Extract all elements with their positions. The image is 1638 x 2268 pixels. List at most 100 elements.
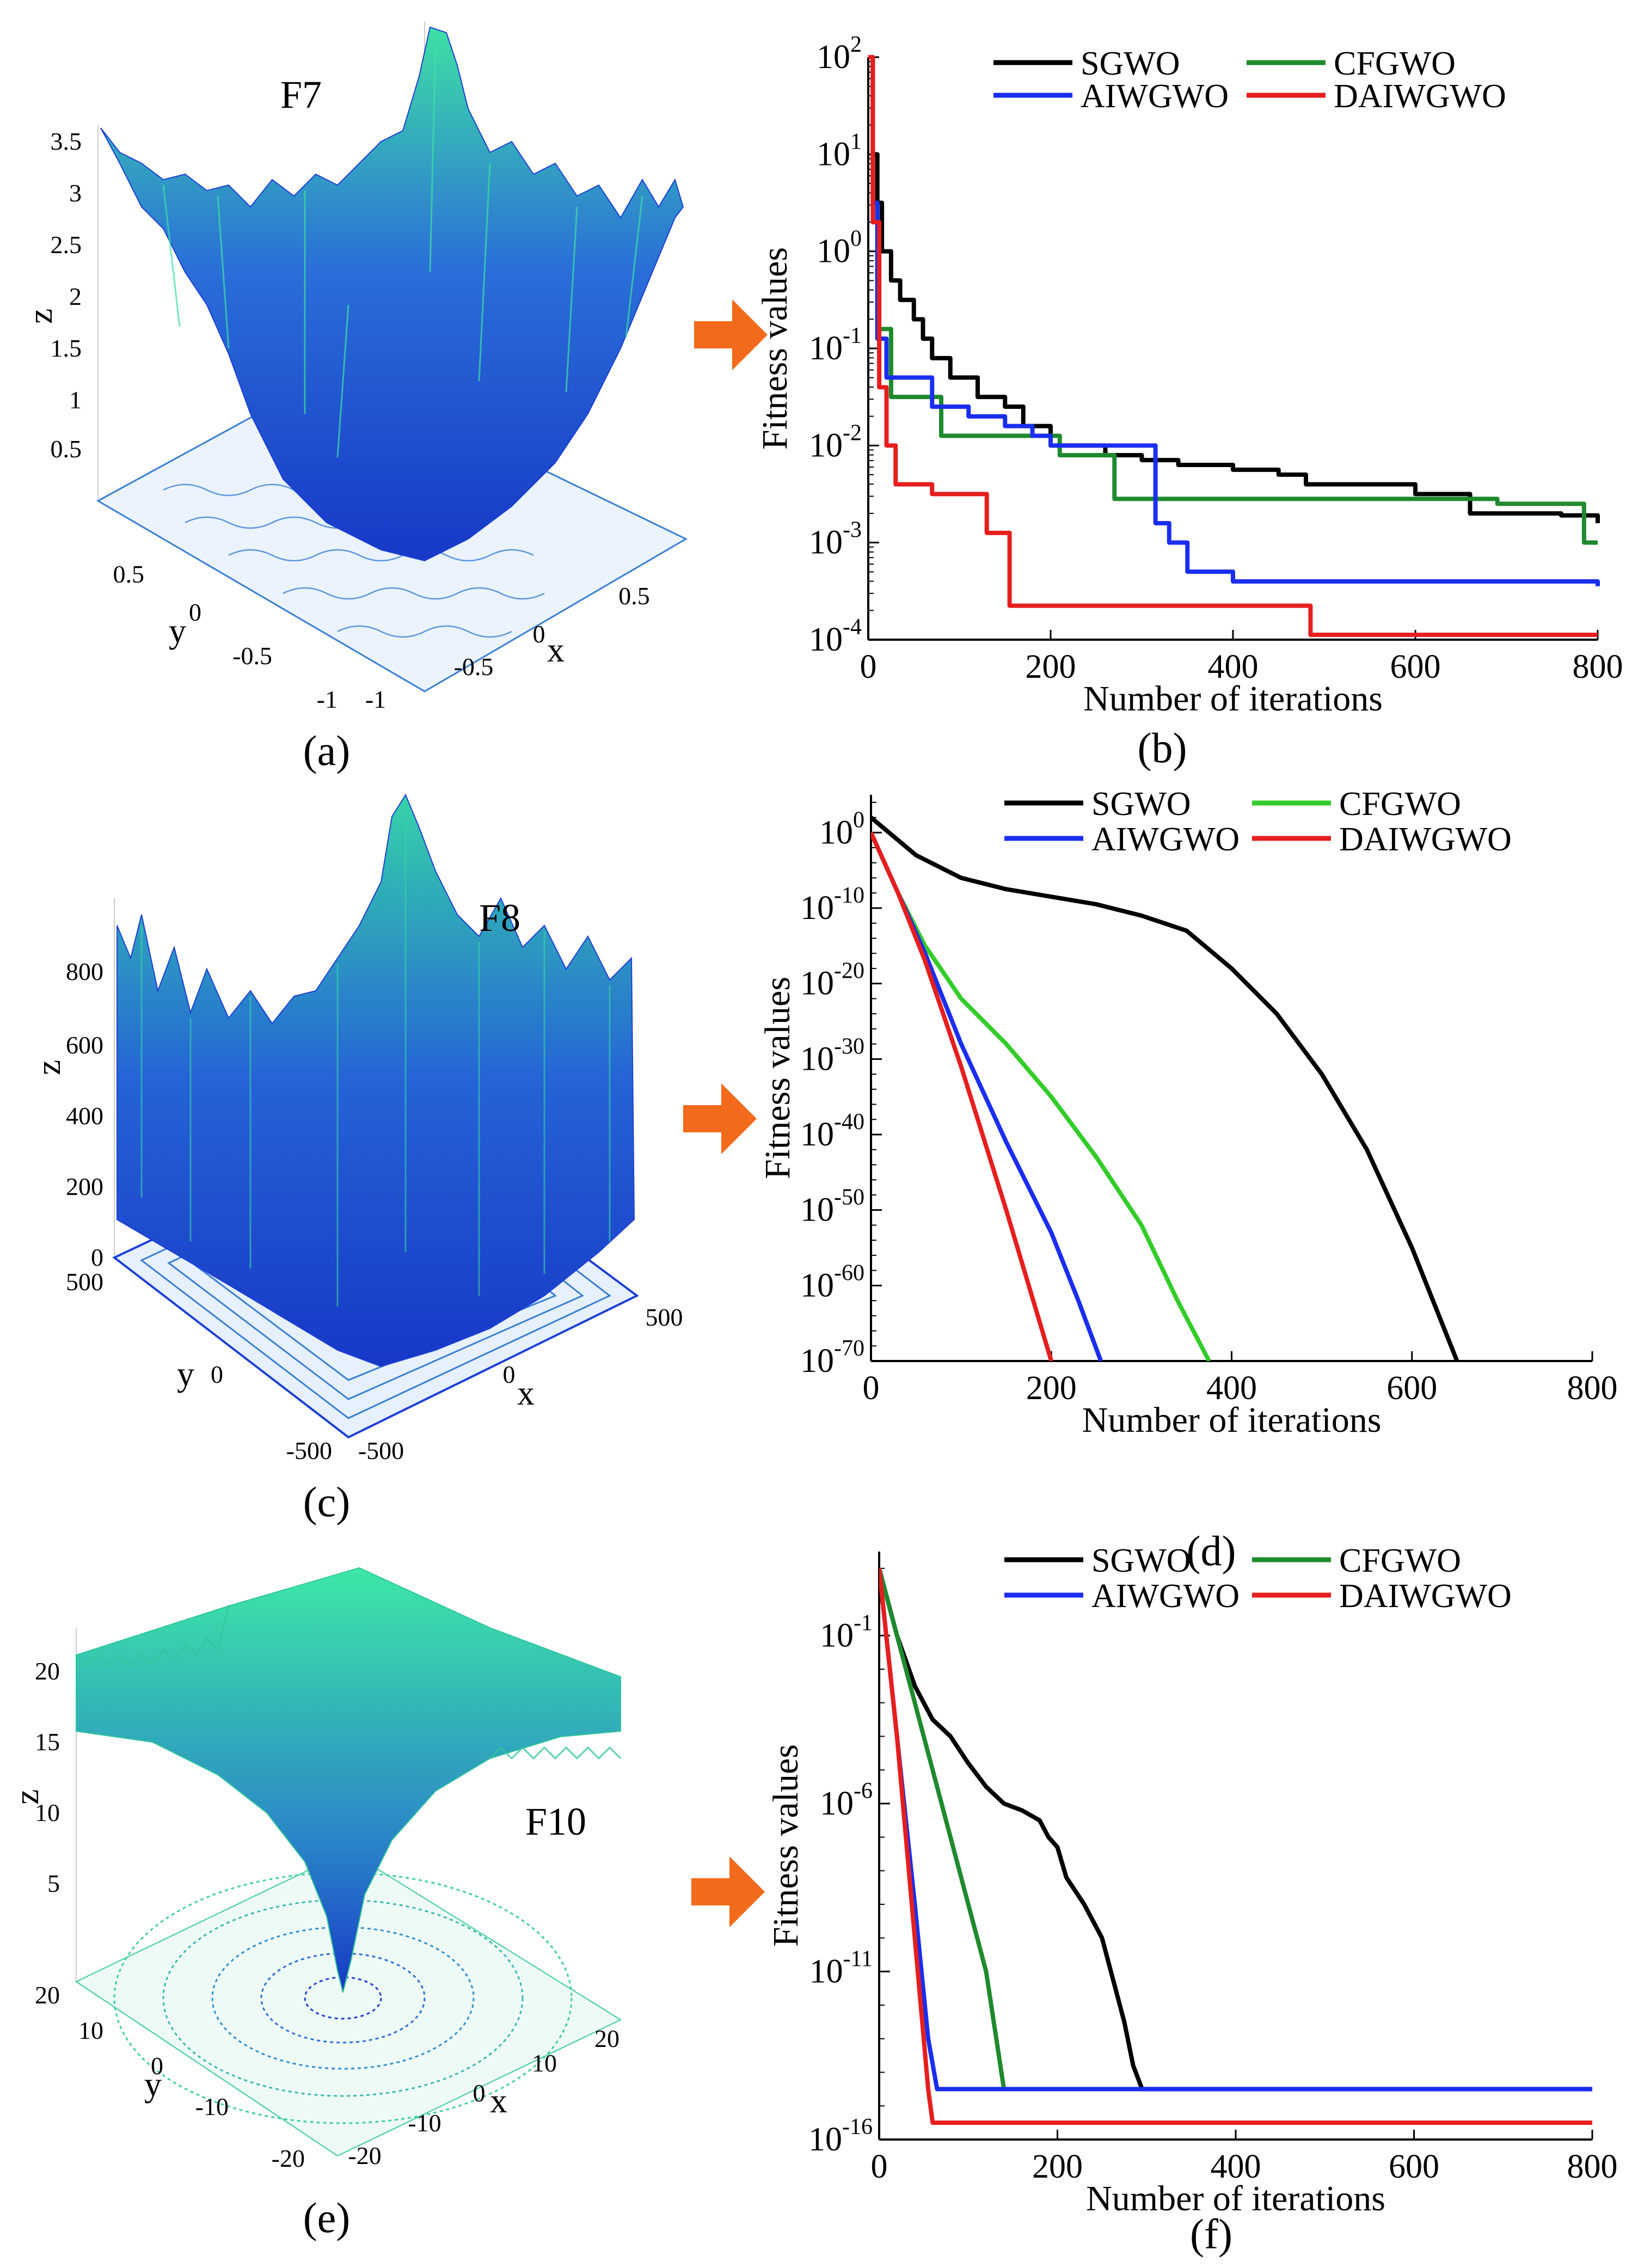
svg-text:800: 800 bbox=[66, 958, 103, 985]
function-label: F10 bbox=[525, 1800, 586, 1843]
panel-label-e: (e) bbox=[303, 2194, 351, 2241]
surface-spikes bbox=[140, 800, 611, 1307]
series-line-daiwgwo bbox=[879, 1568, 1592, 2125]
x-tick-label: 800 bbox=[1567, 2148, 1618, 2185]
svg-text:2.5: 2.5 bbox=[51, 231, 82, 259]
svg-text:0.5: 0.5 bbox=[113, 560, 145, 588]
svg-text:-1: -1 bbox=[317, 685, 338, 713]
y-axis-title: Fitness values bbox=[758, 977, 797, 1179]
x-tick-label: 0 bbox=[860, 648, 877, 685]
x-axis-label: x bbox=[547, 630, 565, 669]
x-axis-label: x bbox=[490, 2081, 507, 2120]
panel-label-f: (f) bbox=[1190, 2210, 1232, 2258]
z-tick-labels: 20 15 10 5 bbox=[35, 1657, 60, 1897]
y-tick-label: 10-1 bbox=[809, 323, 862, 367]
legend-label-sgwo: SGWO bbox=[1091, 786, 1191, 823]
y-axis-title: Fitness values bbox=[766, 1744, 806, 1947]
surface-panel-a: F7 z 3.5 3 2.5 2 1.5 1 0.5 0.5 0 -0.5 -1… bbox=[21, 22, 688, 774]
y-tick-label: 10-40 bbox=[800, 1110, 864, 1153]
z-tick-labels: 3.5 3 2.5 2 1.5 1 0.5 bbox=[51, 127, 82, 463]
z-axis-label: z bbox=[7, 1789, 46, 1805]
x-tick-labels: -500 0 500 bbox=[358, 1303, 683, 1464]
y-tick-label: 10-16 bbox=[808, 2114, 873, 2158]
svg-text:0: 0 bbox=[473, 2079, 486, 2107]
x-tick-label: 600 bbox=[1390, 648, 1441, 685]
x-axis-label: x bbox=[517, 1374, 535, 1412]
arrow-right-icon bbox=[691, 1856, 765, 1927]
legend-label-daiwgwo: DAIWGWO bbox=[1339, 821, 1512, 858]
svg-text:0: 0 bbox=[91, 1243, 103, 1271]
series-line-daiwgwo bbox=[868, 55, 1598, 638]
convergence-chart-d: 0 200 400 600 800 10-70 10-60 10-50 10-40 10-30 10… bbox=[758, 786, 1618, 1440]
legend-label-aiwgwo: AIWGWO bbox=[1091, 821, 1240, 858]
y-tick-label: 10-60 bbox=[800, 1260, 864, 1304]
surface-panel-c: F8 z 800 600 400 200 0 500 0 -500 y -500… bbox=[29, 793, 683, 1525]
svg-text:0: 0 bbox=[151, 2052, 163, 2080]
svg-text:10: 10 bbox=[35, 1799, 60, 1826]
y-tick-label: 10-50 bbox=[800, 1185, 864, 1229]
y-tick-labels: 500 0 -500 bbox=[66, 1268, 332, 1464]
y-tick-label: 101 bbox=[817, 129, 862, 173]
function-label: F8 bbox=[479, 896, 520, 940]
svg-text:-0.5: -0.5 bbox=[454, 653, 494, 681]
y-tick-label: 10-30 bbox=[800, 1034, 864, 1077]
svg-text:400: 400 bbox=[66, 1102, 103, 1130]
series-line-aiwgwo bbox=[879, 1568, 1592, 2092]
series-line-cfgwo bbox=[879, 1567, 1007, 2090]
y-tick-label: 10-10 bbox=[800, 883, 864, 927]
x-tick-label: 400 bbox=[1208, 648, 1259, 685]
svg-text:20: 20 bbox=[35, 1657, 60, 1685]
x-tick-label: 200 bbox=[1032, 2148, 1083, 2185]
x-tick-labels: -1 -0.5 0 0.5 bbox=[365, 582, 650, 713]
svg-text:-10: -10 bbox=[408, 2109, 441, 2137]
svg-text:0: 0 bbox=[211, 1360, 223, 1388]
y-tick-label: 10-6 bbox=[820, 1779, 873, 1822]
surface-spikes bbox=[162, 43, 643, 458]
panel-label-d: (d) bbox=[1187, 1527, 1236, 1574]
y-tick-label: 100 bbox=[817, 226, 862, 270]
arrow-right-icon bbox=[683, 1083, 757, 1154]
svg-text:3.5: 3.5 bbox=[51, 127, 82, 155]
svg-text:0.5: 0.5 bbox=[51, 435, 82, 463]
arrow-right-icon bbox=[694, 299, 768, 370]
surface-edge-teeth bbox=[75, 1605, 622, 1760]
svg-text:3: 3 bbox=[69, 179, 82, 207]
x-tick-label: 0 bbox=[863, 1370, 880, 1407]
y-axis-title: Fitness values bbox=[755, 247, 795, 450]
legend-label-daiwgwo: DAIWGWO bbox=[1334, 78, 1506, 115]
svg-text:2: 2 bbox=[69, 283, 82, 310]
svg-text:15: 15 bbox=[35, 1728, 60, 1756]
y-tick-label: 10-1 bbox=[820, 1610, 873, 1654]
series-line-sgwo bbox=[871, 816, 1459, 1361]
x-tick-label: 400 bbox=[1206, 1370, 1257, 1407]
panel-label-a: (a) bbox=[303, 727, 351, 774]
y-tick-labels: 0.5 0 -0.5 -1 bbox=[113, 560, 338, 713]
y-axis-label: y bbox=[169, 611, 186, 650]
legend-label-aiwgwo: AIWGWO bbox=[1091, 1578, 1240, 1615]
x-tick-label: 200 bbox=[1026, 1370, 1077, 1407]
convergence-chart-b: 0 200 400 600 800 10-4 10-3 10-2 10-1 100 101 102 Nu… bbox=[755, 32, 1623, 719]
y-tick-label: 10-70 bbox=[800, 1336, 864, 1380]
y-axis-label: y bbox=[144, 2065, 162, 2104]
svg-text:600: 600 bbox=[66, 1031, 103, 1059]
x-tick-label: 400 bbox=[1211, 2148, 1261, 2185]
series-line-aiwgwo bbox=[868, 55, 1600, 586]
svg-text:20: 20 bbox=[35, 1981, 60, 2009]
y-tick-label: 10-4 bbox=[809, 615, 862, 658]
legend-label-sgwo: SGWO bbox=[1081, 45, 1180, 82]
function-label: F7 bbox=[280, 73, 322, 117]
legend-label-sgwo: SGWO bbox=[1091, 1542, 1191, 1579]
svg-text:-10: -10 bbox=[195, 2093, 229, 2120]
series-line-sgwo bbox=[868, 55, 1600, 523]
legend-label-aiwgwo: AIWGWO bbox=[1081, 78, 1229, 115]
surface-mesh bbox=[100, 26, 684, 562]
svg-text:20: 20 bbox=[594, 2025, 619, 2052]
svg-text:500: 500 bbox=[646, 1303, 683, 1331]
svg-text:200: 200 bbox=[66, 1173, 103, 1200]
series-line-daiwgwo bbox=[871, 831, 1054, 1361]
svg-text:5: 5 bbox=[47, 1869, 60, 1897]
surface-panel-e: F10 z 20 15 10 5 20 10 0 -10 -20 y -20 -… bbox=[7, 1567, 622, 2241]
svg-text:0: 0 bbox=[189, 598, 201, 626]
svg-text:-500: -500 bbox=[358, 1437, 404, 1464]
